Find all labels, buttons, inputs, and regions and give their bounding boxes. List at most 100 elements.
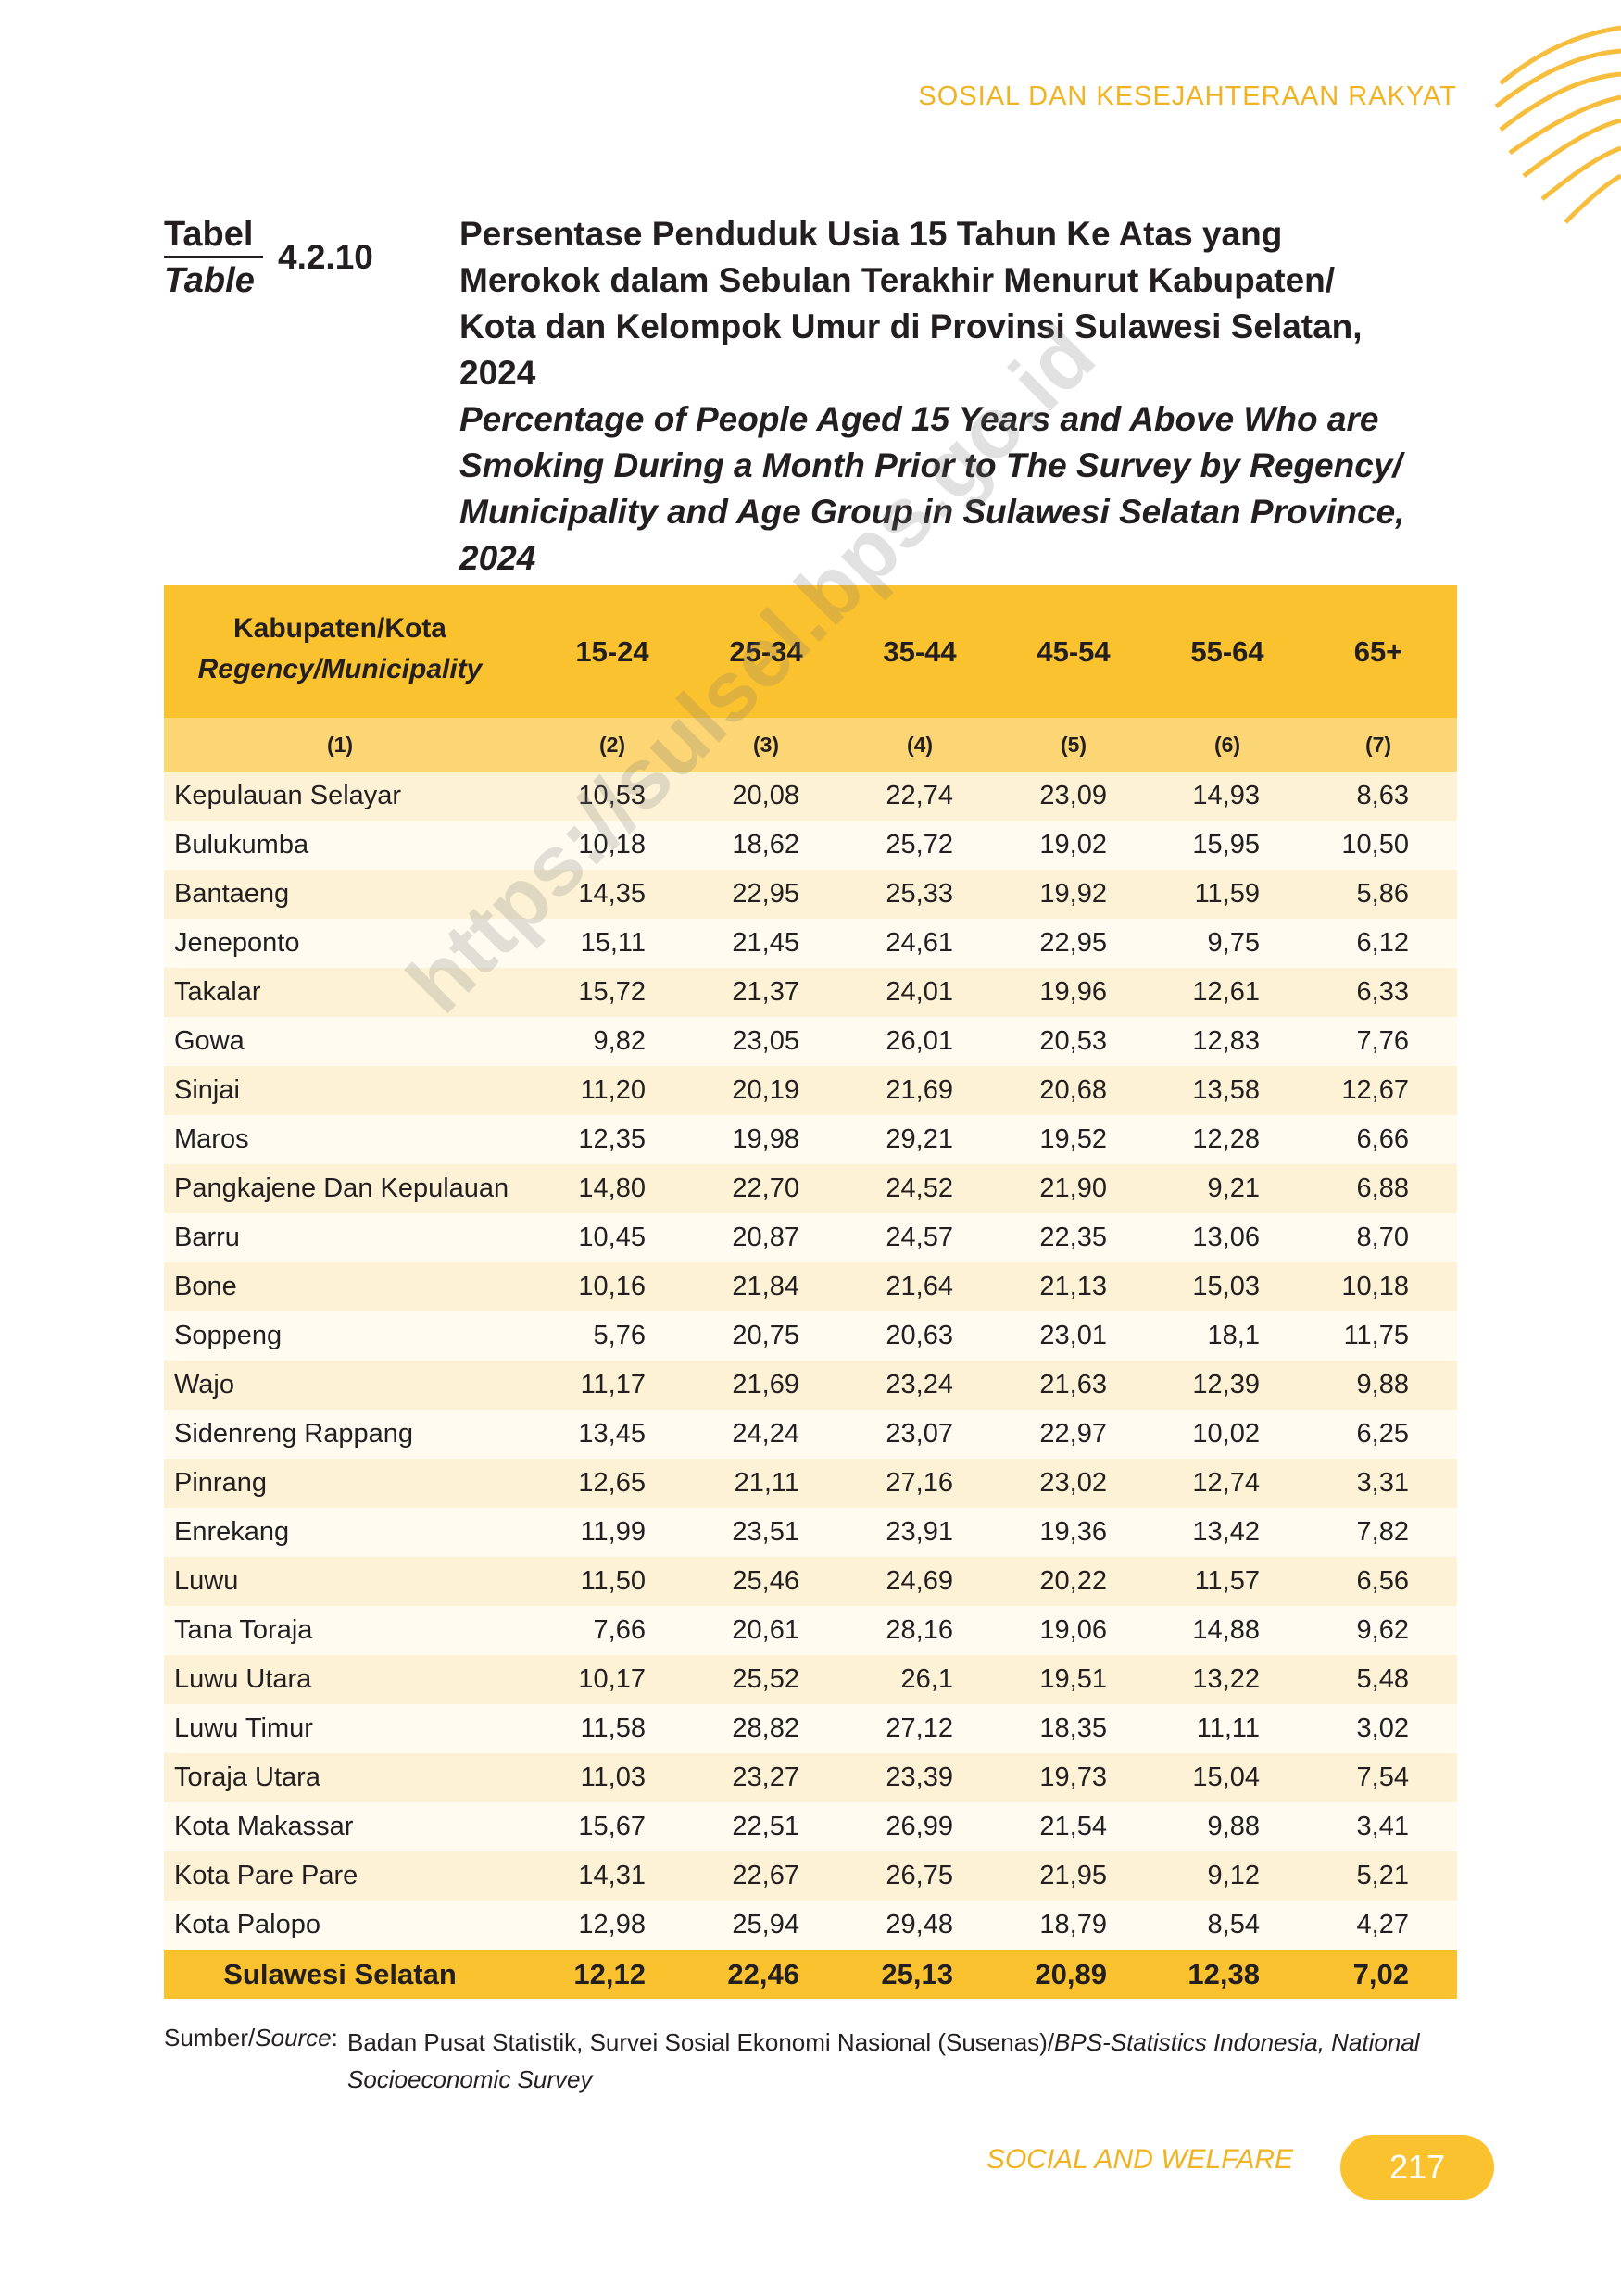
row-value: 21,95 <box>1039 1861 1107 1890</box>
row-value: 22,70 <box>732 1173 799 1203</box>
row-value: 29,21 <box>886 1124 953 1154</box>
row-value: 29,48 <box>886 1910 953 1939</box>
row-value: 24,57 <box>886 1223 953 1252</box>
row-value: 22,51 <box>732 1812 799 1841</box>
row-value: 11,11 <box>1196 1713 1260 1743</box>
row-value: 9,88 <box>1356 1370 1409 1399</box>
row-value: 11,99 <box>580 1517 646 1547</box>
table: Kabupaten/Kota Regency/Municipality 15-2… <box>164 585 1457 2003</box>
row-band <box>164 1753 1457 1802</box>
row-value: 15,72 <box>578 977 646 1007</box>
row-name: Wajo <box>174 1370 234 1399</box>
row-value: 10,45 <box>578 1223 646 1252</box>
row-value: 6,66 <box>1356 1124 1409 1154</box>
row-value: 21,69 <box>732 1370 799 1399</box>
row-value: 23,02 <box>1039 1468 1107 1498</box>
row-value: 13,42 <box>1192 1517 1260 1547</box>
row-name: Luwu Timur <box>174 1713 313 1743</box>
row-band <box>164 1262 1457 1311</box>
source-text: Badan Pusat Statistik, Survei Sosial Eko… <box>347 2024 1459 2098</box>
row-value: 22,35 <box>1039 1223 1107 1252</box>
row-name: Sinjai <box>174 1075 240 1105</box>
row-value: 5,86 <box>1356 879 1409 909</box>
row-value: 22,97 <box>1039 1419 1107 1449</box>
row-name: Gowa <box>174 1026 245 1056</box>
row-value: 24,52 <box>886 1173 953 1203</box>
row-name: Soppeng <box>174 1321 283 1350</box>
row-value: 25,52 <box>732 1664 799 1694</box>
column-header: 55-64 <box>1190 635 1264 668</box>
column-header: 45-54 <box>1037 635 1111 668</box>
total-name: Sulawesi Selatan <box>223 1958 457 1990</box>
row-value: 21,45 <box>732 928 799 958</box>
title-line-en: Percentage of People Aged 15 Years and A… <box>459 400 1379 438</box>
row-name: Luwu Utara <box>174 1664 312 1694</box>
row-value: 19,73 <box>1039 1763 1107 1792</box>
total-band <box>164 1950 1457 1999</box>
row-value: 24,24 <box>732 1419 799 1449</box>
row-value: 26,75 <box>886 1861 953 1890</box>
row-value: 21,37 <box>732 977 799 1007</box>
column-header: 25-34 <box>729 635 803 668</box>
label-rule <box>164 256 263 258</box>
row-name: Kota Pare Pare <box>174 1861 358 1890</box>
row-band <box>164 1066 1457 1115</box>
row-value: 19,51 <box>1039 1664 1107 1694</box>
decoration <box>1494 25 1621 224</box>
column-number: (1) <box>326 733 354 757</box>
total-value: 22,46 <box>727 1958 799 1990</box>
row-value: 8,63 <box>1356 781 1409 810</box>
row-value: 18,79 <box>1039 1910 1107 1939</box>
row-value: 7,66 <box>593 1615 646 1645</box>
row-value: 25,33 <box>886 879 953 909</box>
column-number: (3) <box>752 733 780 757</box>
row-value: 7,54 <box>1356 1763 1409 1792</box>
row-value: 15,67 <box>578 1812 646 1841</box>
row-value: 20,08 <box>732 781 799 810</box>
row-value: 20,75 <box>732 1321 799 1350</box>
row-value: 26,01 <box>886 1026 953 1056</box>
row-value: 14,80 <box>578 1173 646 1203</box>
row-value: 23,39 <box>886 1763 953 1792</box>
row-value: 23,91 <box>886 1517 953 1547</box>
column-number: (7) <box>1364 733 1392 757</box>
total-value: 7,02 <box>1352 1958 1409 1990</box>
row-value: 21,64 <box>886 1272 953 1301</box>
source-colon: : <box>331 2024 338 2051</box>
row-band <box>164 919 1457 968</box>
row-value: 14,35 <box>578 879 646 909</box>
row-value: 13,22 <box>1192 1664 1260 1694</box>
row-value: 11,57 <box>1194 1566 1260 1596</box>
column-number: (2) <box>598 733 626 757</box>
column-header: 35-44 <box>883 635 957 668</box>
row-value: 14,88 <box>1192 1615 1260 1645</box>
row-band <box>164 1115 1457 1164</box>
table-number: 4.2.10 <box>278 238 373 276</box>
row-value: 10,53 <box>578 781 646 810</box>
row-value: 28,82 <box>732 1713 799 1743</box>
row-value: 21,90 <box>1039 1173 1107 1203</box>
row-value: 3,02 <box>1356 1713 1409 1743</box>
row-band <box>164 1655 1457 1704</box>
footer-section: SOCIAL AND WELFARE <box>986 2144 1293 2175</box>
row-name: Tana Toraja <box>174 1615 313 1645</box>
row-value: 23,51 <box>732 1517 799 1547</box>
row-value: 11,17 <box>580 1370 646 1399</box>
row-value: 23,24 <box>886 1370 953 1399</box>
row-band <box>164 1361 1457 1410</box>
table-label-en: Table <box>164 261 255 300</box>
row-value: 4,27 <box>1356 1910 1409 1939</box>
page-number: 217 <box>1340 2135 1494 2200</box>
row-value: 5,76 <box>593 1321 646 1350</box>
number-band <box>164 718 1457 772</box>
row-value: 9,21 <box>1207 1173 1260 1203</box>
row-value: 7,82 <box>1356 1517 1409 1547</box>
column-header: 15-24 <box>575 635 649 668</box>
row-name: Pinrang <box>174 1468 267 1498</box>
row-value: 15,95 <box>1192 830 1260 859</box>
row-value: 5,48 <box>1356 1664 1409 1694</box>
title-line-en: 2024 <box>459 539 536 577</box>
row-name: Takalar <box>174 977 261 1007</box>
title-line: Merokok dalam Sebulan Terakhir Menurut K… <box>459 261 1336 299</box>
row-value: 11,75 <box>1343 1321 1409 1350</box>
